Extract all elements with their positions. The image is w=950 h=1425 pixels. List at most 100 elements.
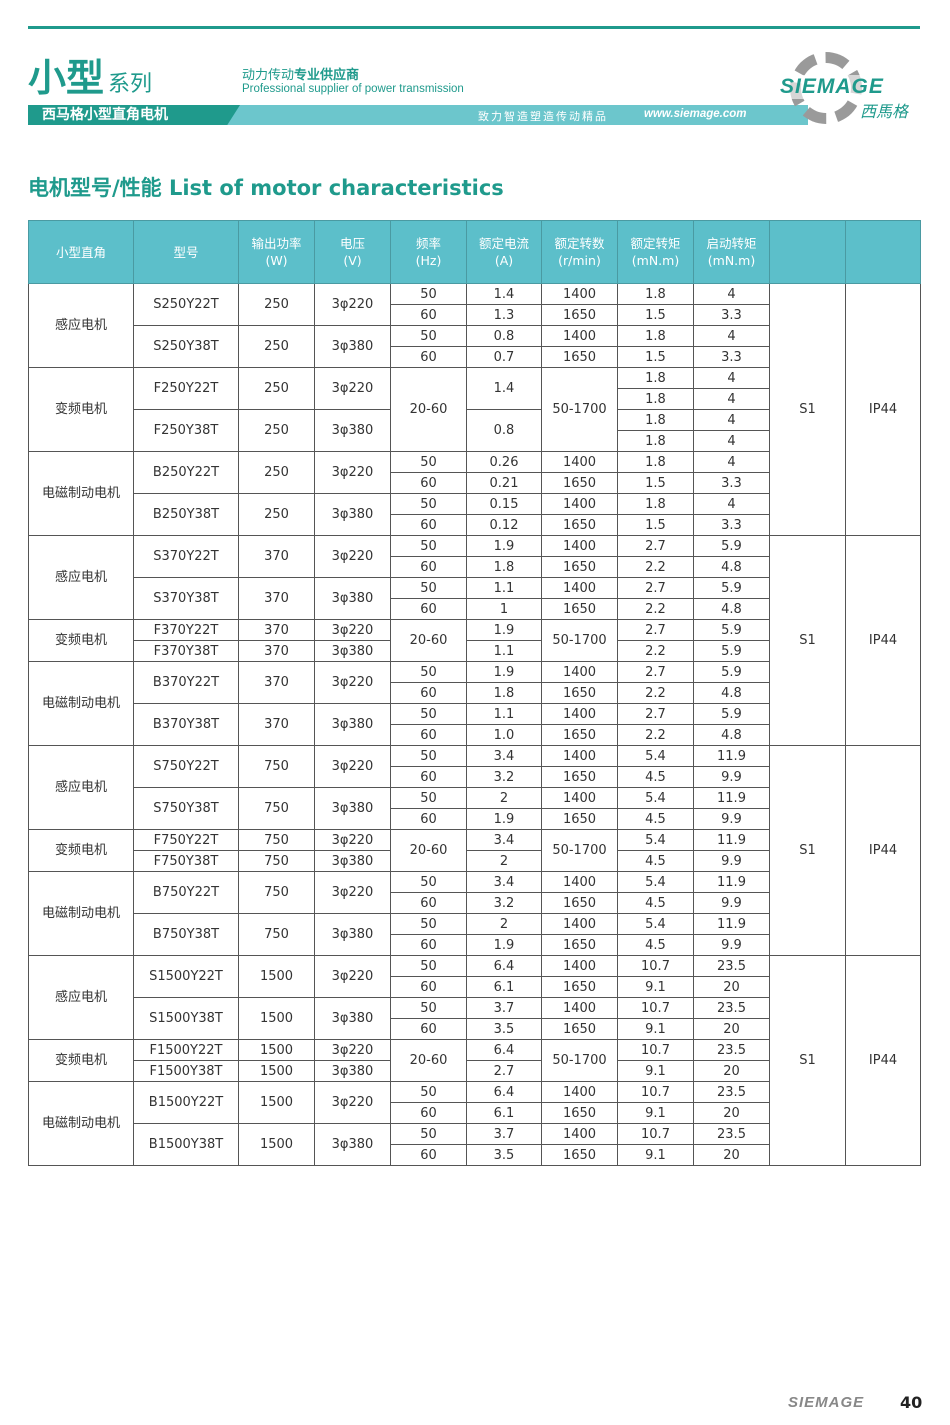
model: F750Y38T <box>133 850 239 872</box>
voltage: 3φ380 <box>314 409 391 452</box>
tagline-cn-a: 动力传动 <box>242 68 295 83</box>
table-row: 电磁制动电机 B750Y22T 750 3φ220 50 3.4 1400 5.4 11.9 <box>28 871 921 956</box>
torque: 2.7 <box>617 535 694 557</box>
current: 6.4 <box>466 955 542 977</box>
duty-type: S1 <box>769 745 846 956</box>
motor-type: 感应电机 <box>28 955 134 1040</box>
start: 23.5 <box>693 1081 770 1103</box>
model: B1500Y22T <box>133 1081 239 1124</box>
power: 250 <box>238 283 315 326</box>
table-row: B370Y38T 370 3φ380 50 1.1 1400 2.7 5.9 <box>29 703 921 746</box>
freq: 60 <box>390 514 467 536</box>
start: 20 <box>693 976 770 998</box>
table-row: S1500Y38T 1500 3φ380 50 3.7 1400 10.7 23.5 <box>29 997 921 1040</box>
speed: 1650 <box>541 304 618 326</box>
power: 370 <box>238 703 315 746</box>
table-row: 1.8 4 <box>29 388 921 410</box>
table-row: 60 1.8 1650 2.2 4.8 <box>29 682 921 704</box>
freq: 50 <box>390 451 467 473</box>
table-row: 变频电机 F250Y22T 250 3φ220 20-60 1.4 50-1700 1.8 4 <box>28 367 921 452</box>
torque: 1.8 <box>617 283 694 305</box>
voltage: 3φ220 <box>314 871 391 914</box>
current: 2 <box>466 850 542 872</box>
current: 1.8 <box>466 556 542 578</box>
speed: 1400 <box>541 493 618 515</box>
speed: 1400 <box>541 913 618 935</box>
torque: 1.8 <box>617 388 694 410</box>
speed: 1650 <box>541 1102 618 1124</box>
start: 4 <box>693 367 770 389</box>
speed: 50-1700 <box>541 829 618 872</box>
torque: 1.8 <box>617 367 694 389</box>
model: F370Y38T <box>133 640 239 662</box>
column-header: 型号 <box>133 220 239 284</box>
freq: 50 <box>390 787 467 809</box>
model: B1500Y38T <box>133 1123 239 1166</box>
speed: 50-1700 <box>541 619 618 662</box>
voltage: 3φ220 <box>314 829 391 851</box>
column-header: 电压 (V) <box>314 220 391 284</box>
table-row: 电磁制动电机 B370Y22T 370 3φ220 50 1.9 1400 2.7 5.9 <box>28 661 921 746</box>
website-link[interactable]: www.siemage.com <box>644 108 747 120</box>
start: 11.9 <box>693 829 770 851</box>
power: 1500 <box>238 997 315 1040</box>
torque: 9.1 <box>617 1018 694 1040</box>
start: 11.9 <box>693 913 770 935</box>
current: 1.0 <box>466 724 542 746</box>
power: 1500 <box>238 1039 315 1061</box>
speed: 1650 <box>541 892 618 914</box>
power: 750 <box>238 871 315 914</box>
column-header: 输出功率 (W) <box>238 220 315 284</box>
power: 370 <box>238 640 315 662</box>
torque: 4.5 <box>617 766 694 788</box>
power: 750 <box>238 787 315 830</box>
table-row: 60 3.5 1650 9.1 20 <box>29 1018 921 1040</box>
column-header-line: 型号 <box>173 244 199 260</box>
torque: 1.5 <box>617 304 694 326</box>
voltage: 3φ220 <box>314 745 391 788</box>
start: 3.3 <box>693 472 770 494</box>
freq: 50 <box>390 1081 467 1103</box>
torque: 2.7 <box>617 703 694 725</box>
torque: 1.8 <box>617 430 694 452</box>
speed: 1400 <box>541 577 618 599</box>
voltage: 3φ380 <box>314 493 391 536</box>
model: S750Y22T <box>133 745 239 788</box>
model: S1500Y22T <box>133 955 239 998</box>
freq: 50 <box>390 283 467 305</box>
torque: 4.5 <box>617 934 694 956</box>
current: 1.4 <box>466 283 542 305</box>
current: 1.1 <box>466 577 542 599</box>
start: 4 <box>693 493 770 515</box>
column-header-line: (mN.m) <box>631 253 680 268</box>
speed: 1400 <box>541 1123 618 1145</box>
start: 4.8 <box>693 682 770 704</box>
freq: 50 <box>390 577 467 599</box>
speed: 1650 <box>541 682 618 704</box>
model: F1500Y22T <box>133 1039 239 1061</box>
start: 4 <box>693 430 770 452</box>
column-header-line: (A) <box>494 253 514 268</box>
ip-rating: IP44 <box>845 955 921 1166</box>
voltage: 3φ220 <box>314 451 391 494</box>
torque: 9.1 <box>617 1144 694 1166</box>
model: F750Y22T <box>133 829 239 851</box>
voltage: 3φ380 <box>314 1123 391 1166</box>
current: 1.9 <box>466 661 542 683</box>
model: S250Y38T <box>133 325 239 368</box>
start: 4.8 <box>693 556 770 578</box>
power: 250 <box>238 451 315 494</box>
column-header-line: (r/min) <box>558 253 601 268</box>
speed: 1650 <box>541 934 618 956</box>
current: 1.3 <box>466 304 542 326</box>
start: 4 <box>693 325 770 347</box>
table-row: 60 3.2 1650 4.5 9.9 <box>29 766 921 788</box>
torque: 2.2 <box>617 682 694 704</box>
current: 1.1 <box>466 703 542 725</box>
motor-type: 电磁制动电机 <box>28 661 134 746</box>
start: 5.9 <box>693 703 770 725</box>
column-header <box>769 220 846 284</box>
current: 2 <box>466 787 542 809</box>
speed: 50-1700 <box>541 1039 618 1082</box>
current: 3.2 <box>466 766 542 788</box>
